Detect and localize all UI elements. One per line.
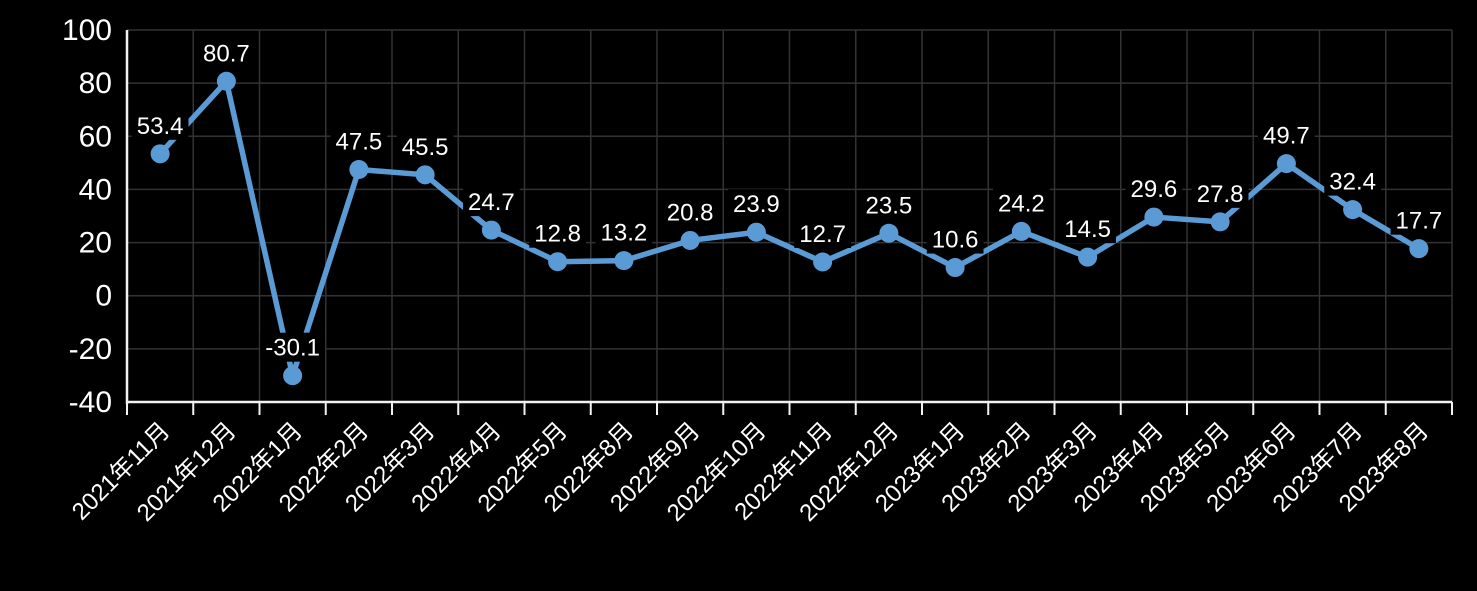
data-label: 45.5: [402, 134, 449, 161]
data-point-marker: [216, 71, 236, 91]
y-axis-tick-label: 20: [79, 227, 112, 260]
y-axis-tick-label: -40: [69, 386, 112, 419]
data-label: 12.8: [534, 221, 581, 248]
data-point-marker: [548, 252, 568, 272]
data-point-marker: [1409, 239, 1429, 259]
data-label-box: [1125, 174, 1183, 204]
data-label-box: [1324, 166, 1381, 196]
data-point-marker: [415, 165, 435, 185]
gridlines: [127, 29, 1453, 402]
data-label: 23.9: [733, 191, 780, 218]
data-label-box: [1258, 120, 1315, 150]
data-label: 32.4: [1329, 169, 1376, 196]
data-label: 13.2: [601, 220, 648, 247]
data-label: 12.7: [799, 221, 846, 248]
data-label-box: [529, 218, 586, 248]
y-axis-labels: 100 80 60 40 20 0 -20 -40: [62, 14, 112, 419]
data-label-box: [860, 190, 918, 220]
data-label-box: [794, 218, 851, 248]
data-series: [150, 71, 1429, 386]
y-axis-tick-label: -20: [69, 333, 112, 366]
data-label: 23.5: [866, 192, 913, 219]
data-label: 20.8: [667, 199, 714, 226]
data-label-box: [260, 332, 325, 362]
data-point-marker: [746, 222, 766, 242]
data-label: 80.7: [203, 40, 250, 67]
data-label-box: [1390, 205, 1448, 235]
data-label: 14.5: [1064, 216, 1111, 243]
data-point-marker: [680, 230, 700, 250]
series-line: [157, 78, 1422, 379]
data-point-marker: [1210, 212, 1230, 232]
data-label: 27.8: [1197, 181, 1244, 208]
y-axis-tick-label: 40: [79, 173, 112, 206]
data-point-marker: [813, 252, 833, 272]
data-label: 49.7: [1263, 123, 1310, 150]
data-label: -30.1: [265, 335, 320, 362]
data-point-marker: [1078, 247, 1098, 267]
data-label: 24.7: [468, 189, 515, 216]
y-axis-tick-label: 60: [79, 120, 112, 153]
data-point-marker: [150, 144, 170, 164]
y-axis-tick-label: 80: [79, 67, 112, 100]
data-label-box: [993, 188, 1050, 218]
data-point-marker: [1276, 154, 1296, 174]
x-axis-labels: 2021年11月2021年12月2022年1月2022年2月2022年3月202…: [67, 417, 1434, 527]
data-label-box: [198, 38, 255, 68]
data-label: 10.6: [932, 227, 979, 254]
data-label-box: [1191, 178, 1249, 208]
data-label-box: [1059, 214, 1116, 244]
data-label-box: [728, 189, 785, 219]
data-point-marker: [945, 258, 965, 278]
data-labels: 53.4 80.7 -30.1 47.5 45.5 24.7 12.8 13.2 20.8 23.…: [131, 38, 1448, 362]
data-label-box: [463, 187, 520, 217]
axes: [125, 30, 1453, 415]
data-label-box: [661, 197, 719, 227]
data-label: 24.2: [998, 190, 1045, 217]
data-point-marker: [1343, 200, 1363, 220]
y-axis-tick-label: 100: [62, 14, 112, 47]
data-label-box: [595, 217, 653, 247]
data-point-marker: [349, 160, 369, 179]
data-label-box: [926, 224, 984, 254]
data-label-box: [396, 131, 454, 161]
data-label: 47.5: [336, 129, 383, 156]
y-axis-tick-label: 0: [95, 280, 112, 313]
data-label: 53.4: [137, 113, 184, 140]
data-point-marker: [1144, 207, 1164, 227]
data-point-marker: [1011, 221, 1031, 241]
data-label: 29.6: [1131, 176, 1178, 203]
data-point-marker: [614, 251, 634, 271]
data-point-marker: [879, 223, 899, 243]
data-label: 17.7: [1396, 208, 1443, 235]
data-label-box: [131, 110, 189, 140]
data-label-box: [330, 126, 388, 156]
data-point-marker: [481, 220, 501, 240]
data-point-marker: [283, 366, 303, 386]
